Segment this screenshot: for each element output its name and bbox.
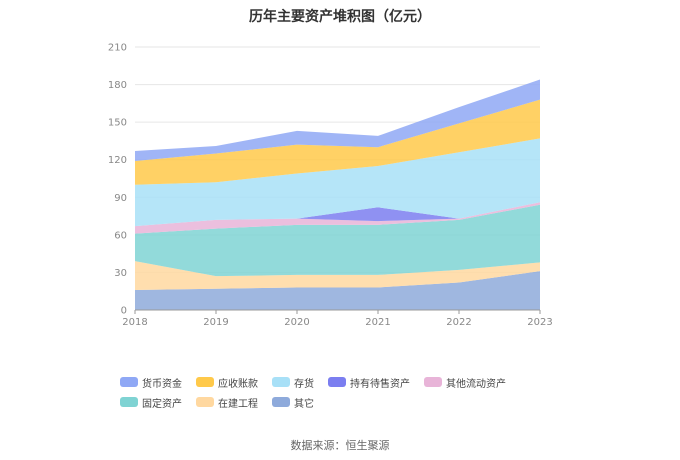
chart-title: 历年主要资产堆积图（亿元）: [249, 9, 431, 25]
source-note: 数据来源：恒生聚源: [290, 439, 390, 452]
legend-swatch: [120, 377, 138, 387]
legend-label: 存货: [294, 378, 314, 390]
legend-item[interactable]: 持有待售资产: [328, 375, 410, 390]
legend-item[interactable]: 存货: [272, 375, 314, 390]
legend-item[interactable]: 其它: [272, 395, 314, 410]
area-series-6[interactable]: [135, 99, 540, 185]
legend-item[interactable]: 货币资金: [120, 375, 182, 390]
x-tick-label: 2022: [446, 317, 471, 328]
legend-swatch: [272, 377, 290, 387]
legend-label: 其它: [294, 398, 314, 410]
y-tick-label: 120: [108, 155, 127, 166]
x-tick-label: 2021: [365, 317, 390, 328]
area-series-4[interactable]: [135, 202, 540, 227]
area-series-1[interactable]: [135, 261, 540, 290]
y-tick-label: 60: [114, 230, 127, 241]
y-tick-label: 150: [108, 118, 127, 129]
x-tick-label: 2019: [203, 317, 228, 328]
area-series-2[interactable]: [135, 204, 540, 277]
x-tick-label: 2020: [284, 317, 309, 328]
legend-swatch: [328, 377, 346, 387]
legend-swatch: [424, 377, 442, 387]
area-series-7[interactable]: [135, 79, 540, 161]
legend-label: 货币资金: [142, 378, 182, 390]
legend-item[interactable]: 固定资产: [120, 395, 182, 410]
legend-item[interactable]: 在建工程: [196, 395, 258, 410]
legend-label: 持有待售资产: [350, 378, 410, 390]
area-series-5[interactable]: [135, 138, 540, 227]
legend-label: 其他流动资产: [446, 378, 506, 390]
area-series-0[interactable]: [135, 271, 540, 310]
y-tick-label: 0: [121, 306, 127, 317]
legend-label: 在建工程: [218, 398, 258, 410]
legend-label: 固定资产: [142, 398, 182, 410]
x-tick-label: 2018: [122, 317, 147, 328]
y-tick-label: 210: [108, 43, 127, 54]
legend-item[interactable]: 应收账款: [196, 375, 258, 390]
legend-swatch: [196, 377, 214, 387]
legend-swatch: [272, 397, 290, 407]
x-tick-label: 2023: [527, 317, 552, 328]
y-tick-label: 30: [114, 268, 127, 279]
legend-label: 应收账款: [218, 378, 258, 390]
stacked-areas: [135, 79, 540, 310]
axes: 0 30 60 90 120 150 180 210 2018 2019 2020 2021 2022 2…: [108, 43, 553, 329]
legend: 货币资金 应收账款 存货 持有待售资产 其他流动资产固定资产 在建工程 其它: [120, 375, 580, 410]
area-series-3[interactable]: [135, 202, 540, 234]
legend-item[interactable]: 其他流动资产: [424, 375, 506, 390]
y-tick-label: 180: [108, 80, 127, 91]
legend-swatch: [196, 397, 214, 407]
legend-swatch: [120, 397, 138, 407]
y-tick-label: 90: [114, 193, 127, 204]
